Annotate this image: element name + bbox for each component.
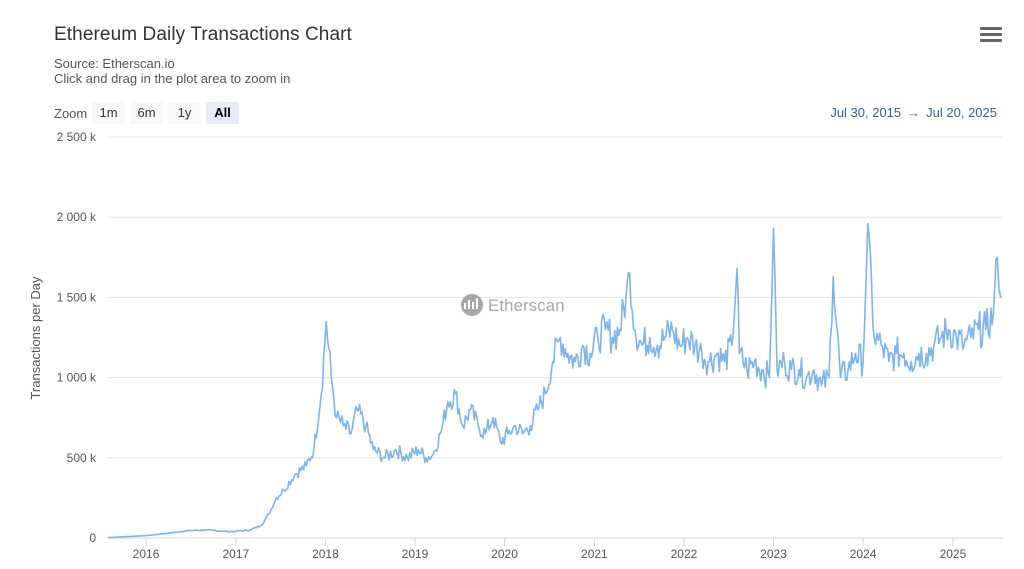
source-text: Source: Etherscan.io	[54, 56, 175, 71]
x-tick-label: 2017	[223, 547, 250, 561]
grid-lines	[108, 136, 1002, 459]
chart-subtitle: Source: Etherscan.io Click and drag in t…	[54, 56, 290, 86]
chart-title: Ethereum Daily Transactions Chart	[54, 24, 352, 45]
y-axis-label: Transactions per Day	[28, 276, 43, 400]
y-tick-label: 0	[89, 531, 96, 545]
date-range: Jul 30, 2015 → Jul 20, 2025	[830, 105, 997, 120]
x-tick-label: 2020	[491, 547, 518, 561]
etherscan-logo-bars	[464, 298, 478, 309]
x-tick-label: 2022	[671, 547, 698, 561]
hamburger-menu-icon[interactable]	[980, 27, 1002, 45]
y-axis-ticks: 0 500 k 1 000 k 1 500 k 2 000 k 2 500 k	[57, 130, 97, 545]
x-tick-label: 2023	[760, 547, 787, 561]
range-from-input[interactable]: Jul 30, 2015	[830, 105, 902, 120]
range-arrow: →	[907, 105, 921, 120]
y-tick-label: 2 500 k	[57, 130, 97, 144]
zoom-all-button[interactable]: All	[206, 102, 239, 124]
x-tick-label: 2019	[402, 547, 429, 561]
y-tick-label: 1 000 k	[57, 371, 97, 385]
x-tick-label: 2021	[581, 547, 608, 561]
y-tick-label: 1 500 k	[57, 290, 97, 304]
zoom-6m-button[interactable]: 6m	[130, 102, 163, 124]
range-to-input[interactable]: Jul 20, 2025	[926, 105, 997, 120]
y-tick-label: 500 k	[67, 451, 97, 465]
x-tick-label: 2025	[940, 547, 967, 561]
series-group	[107, 222, 1003, 539]
x-axis-ticks: 2016 2017 2018 2019 2020 2021 2022 2023 2024 2025	[133, 538, 967, 561]
series-line-daily-transactions[interactable]	[107, 222, 1003, 539]
zoom-1y-button[interactable]: 1y	[168, 102, 201, 124]
watermark-text: Etherscan	[488, 296, 565, 315]
zoom-label: Zoom	[54, 106, 88, 121]
zoom-hint-text: Click and drag in the plot area to zoom …	[54, 71, 291, 86]
x-tick-label: 2018	[312, 547, 339, 561]
y-tick-label: 2 000 k	[57, 210, 97, 224]
x-tick-label: 2024	[850, 547, 877, 561]
zoom-1m-button[interactable]: 1m	[92, 102, 125, 124]
watermark: Etherscan	[461, 294, 565, 316]
x-tick-label: 2016	[133, 547, 160, 561]
